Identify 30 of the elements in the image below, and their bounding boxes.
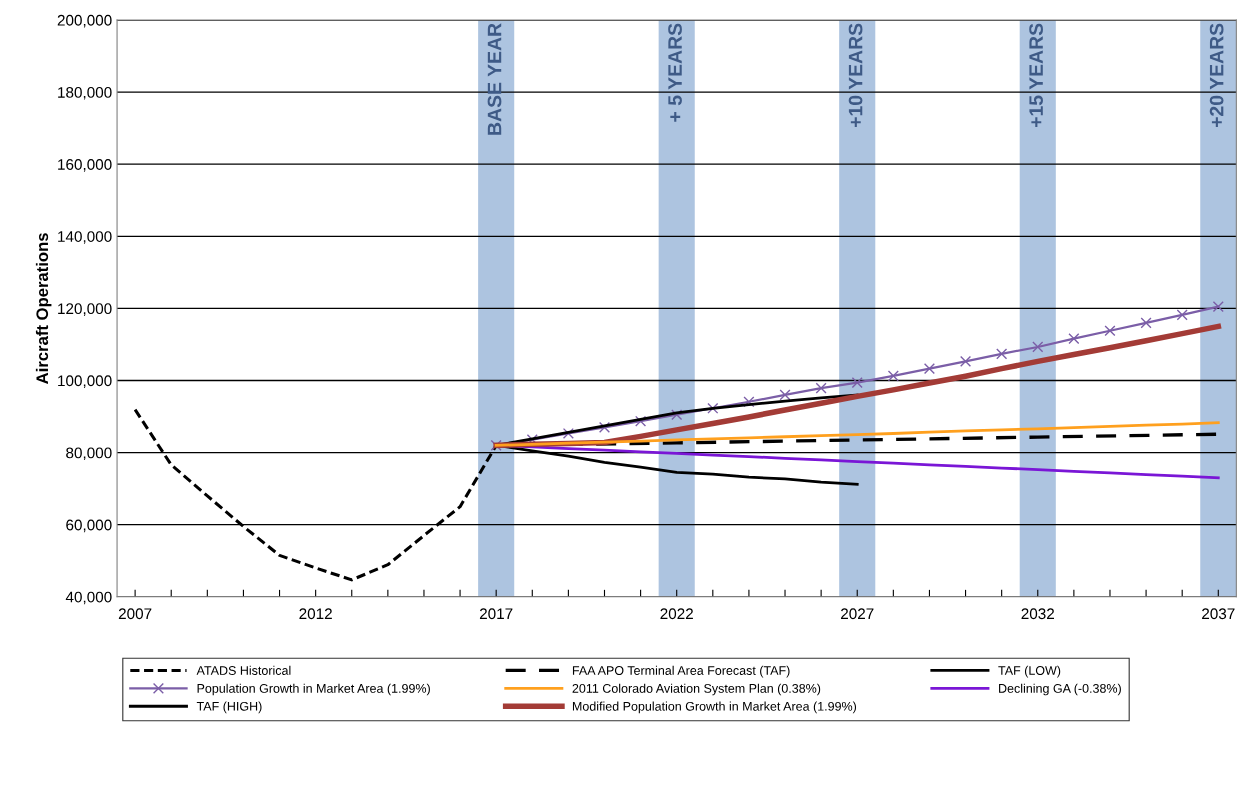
band-label: + 5 YEARS bbox=[668, 23, 682, 122]
y-tick-label: 60,000 bbox=[66, 519, 112, 533]
legend-label: TAF (LOW) bbox=[998, 665, 1061, 678]
y-tick-label: 120,000 bbox=[58, 303, 112, 316]
legend-label: ATADS Historical bbox=[196, 665, 291, 675]
x-tick-label: 2012 bbox=[299, 608, 332, 620]
legend-label: Declining GA (-0.38%) bbox=[999, 683, 1121, 696]
y-tick-label: 80,000 bbox=[66, 447, 112, 461]
legend-label: Population Growth in Market Area (1.99%) bbox=[197, 683, 430, 696]
y-axis-title: Aircraft Operations bbox=[35, 233, 52, 384]
legend-label: Modified Population Growth in Market Area (1.99%) bbox=[572, 701, 857, 714]
x-tick-label: 2037 bbox=[1202, 608, 1235, 620]
x-tick-label: 2022 bbox=[660, 608, 693, 620]
x-tick-label: 2032 bbox=[1021, 608, 1054, 620]
y-tick-label: 180,000 bbox=[58, 86, 112, 100]
band-label: BASE YEAR bbox=[487, 23, 502, 135]
y-tick-label: 140,000 bbox=[58, 231, 112, 244]
x-tick-label: 2007 bbox=[118, 608, 152, 620]
legend-label: 2011 Colorado Aviation System Plan (0.38%) bbox=[572, 683, 821, 696]
y-tick-label: 40,000 bbox=[65, 591, 112, 605]
x-tick-label: 2017 bbox=[479, 608, 513, 620]
band-label: +20 YEARS bbox=[1209, 23, 1224, 128]
x-tick-label: 2027 bbox=[841, 608, 874, 620]
legend-label: FAA APO Terminal Area Forecast (TAF) bbox=[572, 665, 790, 678]
band-label: +15 YEARS bbox=[1029, 23, 1043, 128]
y-tick-label: 100,000 bbox=[58, 375, 112, 388]
y-tick-label: 200,000 bbox=[57, 14, 112, 28]
y-tick-label: 160,000 bbox=[58, 159, 112, 172]
band-label: +10 YEARS bbox=[848, 23, 863, 128]
legend-label: TAF (HIGH) bbox=[196, 701, 262, 714]
